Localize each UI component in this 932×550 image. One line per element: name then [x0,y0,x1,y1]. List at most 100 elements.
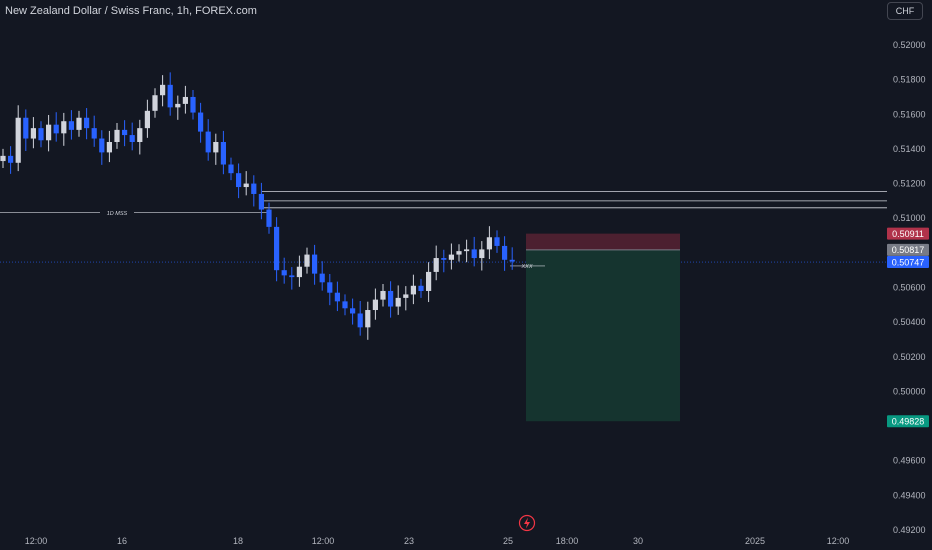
candle-body [312,254,318,274]
candle-body [441,258,447,260]
candle-body [106,142,112,153]
x-tick-label: 25 [503,536,513,546]
y-tick-label: 0.49600 [893,456,926,466]
candle-body [494,237,500,246]
price-label-text: 0.50911 [892,229,924,239]
candle-body [289,275,295,278]
y-tick-label: 0.51800 [893,75,926,85]
candle-body [76,117,82,130]
x-tick-label: 16 [117,536,127,546]
candle-body [380,290,386,300]
price-label-box [887,243,929,256]
candle-body [220,142,226,165]
y-tick-label: 0.50600 [893,283,926,293]
x-tick-label: 23 [404,536,414,546]
y-tick-label: 0.49400 [893,490,926,500]
candle-body [137,128,143,142]
candle-body [448,254,454,260]
candle-body [334,292,340,302]
x-tick-label: 18 [233,536,243,546]
candle-body [502,245,508,260]
candle-body [160,84,166,96]
x-tick-label: 12:00 [312,536,335,546]
candle-body [486,237,492,250]
price-label-box [887,227,929,240]
candle-body [456,251,462,255]
price-label-box [887,256,929,269]
price-label-text: 0.49828 [892,417,925,427]
candle-body [99,138,105,153]
y-tick-label: 0.50400 [893,317,926,327]
candle-body [30,128,36,139]
price-label-text: 0.50747 [892,257,925,267]
candle-body [296,266,302,278]
candle-body [350,308,356,314]
candle-body [68,121,74,130]
candle-body [433,258,439,272]
candle-body [365,310,371,328]
candle-body [281,270,287,276]
candle-body [46,124,52,141]
x-tick-label: 12:00 [827,536,850,546]
candle-body [122,129,128,136]
candle-body [182,96,188,104]
y-tick-label: 0.49200 [893,525,926,535]
candle-body [319,273,325,283]
candle-body [205,131,211,153]
x-tick-label: 12:00 [25,536,48,546]
candle-body [410,285,416,295]
candle-body [129,135,135,142]
candle-body [395,297,401,307]
candle-body [509,259,515,262]
candle-body [190,96,196,113]
y-tick-label: 0.51000 [893,213,926,223]
candle-body [327,282,333,293]
candle-body [464,249,470,252]
take-profit-zone [526,249,680,422]
candle-body [251,183,257,194]
candle-body [15,117,21,163]
candle-body [8,155,14,163]
mss-label: 1D MSS [107,211,128,217]
candle-body [388,290,394,307]
candle-body [213,142,219,153]
candle-body [357,313,363,328]
candle-body [114,129,120,142]
candle-body [228,164,234,174]
candle-body [274,226,280,271]
candle-body [61,121,67,134]
y-tick-label: 0.50000 [893,386,926,396]
candle-body [167,84,173,108]
candle-body [84,117,90,129]
candle-body [38,128,44,141]
candle-body [152,95,158,111]
y-tick-label: 0.51200 [893,179,926,189]
candle-body [342,301,348,309]
candle-body [426,271,432,291]
x-tick-label: 18:00 [556,536,579,546]
y-tick-label: 0.50200 [893,352,926,362]
stop-loss-zone [526,233,680,250]
candle-body [471,249,477,259]
candle-body [266,209,272,227]
candle-body [53,124,59,134]
position-label: XXX [520,264,532,270]
x-tick-label: 2025 [745,536,765,546]
candle-body [243,183,249,188]
y-tick-label: 0.51600 [893,109,926,119]
candle-body [236,173,242,188]
y-tick-label: 0.51400 [893,144,926,154]
currency-button[interactable]: CHF [887,2,923,20]
price-label-text: 0.50817 [892,245,925,255]
candle-body [372,299,378,311]
candle-body [198,112,204,132]
candle-body [175,103,181,108]
candle-body [304,254,310,267]
candle-body [479,249,485,259]
x-tick-label: 30 [633,536,643,546]
lightning-icon[interactable] [518,514,536,532]
chart-title: New Zealand Dollar / Swiss Franc, 1h, FO… [5,5,257,17]
candle-body [144,110,150,129]
candle-body [23,117,29,139]
